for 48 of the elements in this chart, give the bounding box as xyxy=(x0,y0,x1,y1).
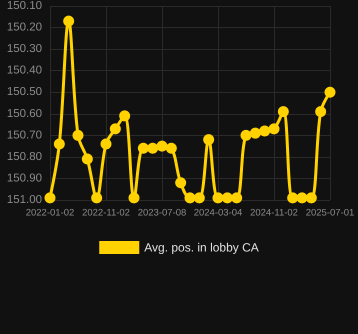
point xyxy=(110,123,121,134)
y-tick-label: 150.20 xyxy=(6,22,42,34)
point xyxy=(54,138,65,150)
point xyxy=(72,130,84,141)
point xyxy=(296,192,308,204)
point xyxy=(166,142,177,154)
point xyxy=(278,106,289,118)
point xyxy=(184,192,196,204)
legend-label: Avg. pos. in lobby CA xyxy=(144,240,259,254)
y-tick-label: 150.10 xyxy=(6,0,42,12)
point xyxy=(240,130,252,141)
point xyxy=(156,140,168,152)
point xyxy=(222,192,233,204)
x-tick-label: 2025-07-01 xyxy=(306,208,354,218)
point xyxy=(194,192,205,204)
y-tick-label: 150.80 xyxy=(6,150,42,163)
y-tick-label: 150.30 xyxy=(6,43,42,56)
point xyxy=(250,128,261,139)
y-tick-label: 150.50 xyxy=(6,86,42,98)
point xyxy=(100,138,112,150)
point xyxy=(212,192,224,204)
x-tick-label: 2024-03-04 xyxy=(194,208,242,218)
point xyxy=(147,142,158,154)
point xyxy=(268,123,280,134)
point xyxy=(119,110,130,122)
point xyxy=(259,126,270,137)
x-tick-label: 2024-11-02 xyxy=(250,208,298,218)
y-tick-label: 150.40 xyxy=(6,64,42,77)
point xyxy=(315,106,326,118)
point xyxy=(324,86,336,98)
point xyxy=(63,16,74,27)
point xyxy=(91,192,102,204)
y-tick-label: 150.90 xyxy=(6,172,42,184)
point xyxy=(203,134,214,146)
point xyxy=(128,192,140,204)
x-tick-label: 2022-01-02 xyxy=(26,208,74,218)
y-tick-label: 151.00 xyxy=(6,194,42,206)
x-tick-label: 2022-11-02 xyxy=(82,208,130,218)
point xyxy=(175,177,186,188)
point xyxy=(287,192,298,204)
y-tick-label: 150.60 xyxy=(6,108,42,120)
x-tick-label: 2023-07-08 xyxy=(138,208,186,218)
point xyxy=(138,142,149,154)
point xyxy=(231,192,242,204)
point xyxy=(44,192,56,204)
point xyxy=(306,192,317,204)
point xyxy=(82,154,93,165)
y-tick-label: 150.70 xyxy=(6,129,42,142)
